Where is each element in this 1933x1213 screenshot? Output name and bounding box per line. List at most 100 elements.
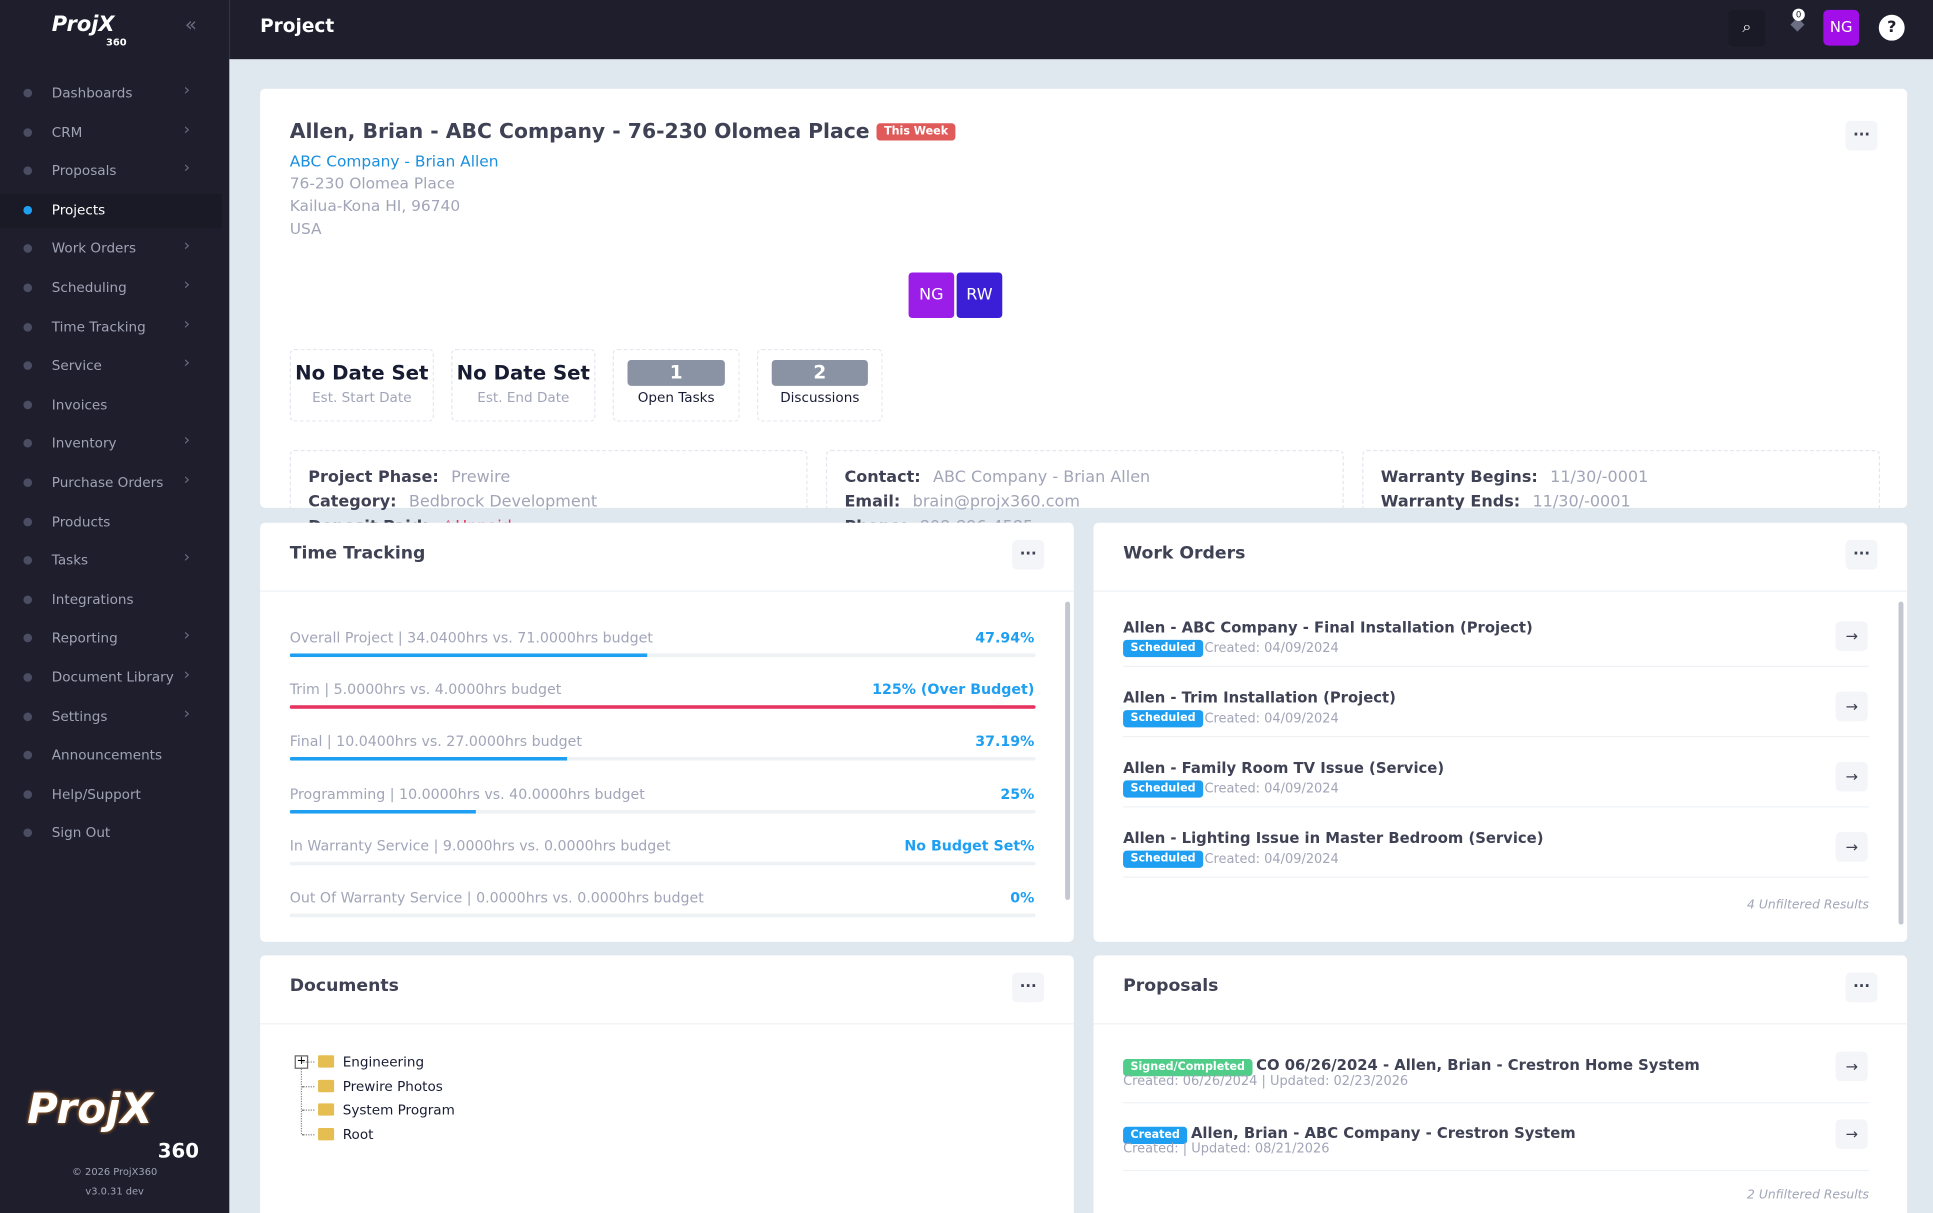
menu-label: Work Orders (51, 240, 137, 257)
menu-item[interactable]: Service › (0, 349, 222, 384)
open-button[interactable]: → (1835, 621, 1868, 651)
divider (1123, 665, 1869, 667)
menu-label: Projects (51, 201, 106, 218)
team-avatar[interactable]: NG (908, 272, 955, 319)
results-count: 2 Unfiltered Results (1747, 1188, 1869, 1202)
menu-button[interactable]: ··· (1012, 539, 1045, 570)
menu-item[interactable]: Sign Out (0, 817, 222, 852)
work-order-title[interactable]: Allen - Trim Installation (Project) (1123, 689, 1396, 707)
row-label: In Warranty Service | 9.0000hrs vs. 0.00… (289, 836, 671, 855)
address-line: USA (289, 218, 322, 238)
menu-item[interactable]: Projects (0, 193, 222, 228)
menu-item[interactable]: Tasks › (0, 544, 222, 579)
menu-item[interactable]: Time Tracking › (0, 310, 222, 345)
help[interactable]: ? (1878, 14, 1905, 41)
detail-value: brain@projx360.com (912, 493, 1080, 512)
menu-label: Document Library (51, 669, 174, 686)
menu-label: CRM (51, 124, 83, 141)
bullet (23, 556, 33, 565)
work-order-title[interactable]: Allen - Lighting Issue in Master Bedroom… (1123, 829, 1544, 847)
card-title: Documents (289, 976, 399, 997)
proposal-title[interactable]: Allen, Brian - ABC Company - Crestron Sy… (1190, 1124, 1576, 1142)
team-avatar[interactable]: RW (956, 272, 1003, 319)
progress-bar (289, 705, 1036, 710)
folder-name[interactable]: System Program (342, 1102, 455, 1119)
progress-bar (289, 757, 568, 762)
folder-name[interactable]: Prewire Photos (342, 1078, 443, 1095)
menu-label: Integrations (51, 591, 134, 608)
row-label: Programming | 10.0000hrs vs. 40.0000hrs … (289, 784, 645, 803)
bullet (23, 751, 33, 760)
folder-name[interactable]: Engineering (342, 1054, 425, 1071)
stat-box: No Date Set Est. End Date (451, 348, 596, 422)
bullet (23, 828, 33, 838)
folder-icon (318, 1055, 335, 1068)
menu-label: Invoices (51, 396, 108, 413)
divider (260, 590, 1074, 592)
search[interactable]: ⌕ (1728, 9, 1766, 47)
bullet (23, 478, 33, 487)
menu-button[interactable]: ··· (1012, 972, 1045, 1003)
created-date: Created: 04/09/2024 (1204, 781, 1339, 797)
progress-track (289, 913, 1036, 918)
proposal-title[interactable]: CO 06/26/2024 - Allen, Brian - Crestron … (1256, 1056, 1700, 1074)
menu-item[interactable]: Invoices (0, 388, 222, 423)
work-order-title[interactable]: Allen - ABC Company - Final Installation… (1123, 618, 1533, 637)
menu-button[interactable]: ··· (1845, 120, 1878, 151)
folder-name[interactable]: Root (342, 1126, 374, 1143)
stat-box: No Date Set Est. Start Date (289, 348, 434, 422)
menu-item[interactable]: Settings › (0, 700, 222, 735)
menu-item[interactable]: Proposals › (0, 154, 222, 189)
menu-item[interactable]: Help/Support (0, 778, 222, 813)
chevron: › (183, 81, 191, 100)
version: v3.0.31 dev (85, 1185, 144, 1198)
detail-value: 11/30/-0001 (1532, 493, 1631, 512)
row-label: Overall Project | 34.0400hrs vs. 71.0000… (289, 628, 653, 646)
status-badge: Scheduled (1123, 639, 1203, 658)
menu-label: Reporting (51, 630, 118, 647)
collapse[interactable]: « (184, 12, 197, 36)
menu-item[interactable]: Scheduling › (0, 271, 222, 306)
open-button[interactable]: → (1835, 832, 1868, 862)
menu-item[interactable]: Integrations (0, 583, 222, 618)
menu-item[interactable]: Inventory › (0, 427, 222, 462)
user-avatar[interactable]: NG (1823, 9, 1860, 46)
detail-row: Contact: ABC Company - Brian Allen (844, 468, 1150, 486)
topbar: Project ⌕ 0 NG ? (229, 0, 1933, 60)
open-button[interactable]: → (1835, 1051, 1868, 1082)
client-link[interactable]: ABC Company - Brian Allen (289, 151, 499, 171)
open-button[interactable]: → (1835, 1119, 1868, 1149)
menu-label: Time Tracking (51, 318, 146, 335)
open-button[interactable]: → (1835, 761, 1868, 792)
bullet (23, 244, 33, 254)
menu-button[interactable]: ··· (1845, 539, 1878, 570)
menu-label: Sign Out (51, 825, 111, 842)
work-orders-card: Work Orders ··· Allen - ABC Company - Fi… (1093, 522, 1908, 942)
progress-bar (289, 653, 648, 658)
status-badge: Scheduled (1123, 780, 1203, 798)
stat-label: Discussions (780, 389, 860, 406)
menu-item[interactable]: Reporting › (0, 622, 222, 657)
menu-item[interactable]: CRM › (0, 115, 222, 150)
menu-item[interactable]: Products (0, 505, 222, 540)
detail-row: Warranty Begins: 11/30/-0001 (1381, 468, 1649, 486)
divider (1123, 806, 1869, 808)
detail-label: Warranty Begins: (1380, 468, 1538, 487)
open-button[interactable]: → (1835, 691, 1868, 722)
folder-icon (318, 1127, 335, 1140)
menu-item[interactable]: Purchase Orders › (0, 466, 222, 501)
menu-item[interactable]: Document Library › (0, 661, 222, 696)
chevron: › (183, 120, 191, 139)
progress-bar (289, 809, 477, 814)
menu-item[interactable]: Dashboards › (0, 76, 222, 111)
work-order-title[interactable]: Allen - Family Room TV Issue (Service) (1123, 759, 1445, 777)
tree-line (300, 1062, 303, 1135)
chevron: › (183, 159, 191, 178)
progress-track (289, 757, 1036, 762)
menu-item[interactable]: Announcements (0, 739, 222, 774)
menu-item[interactable]: Work Orders › (0, 232, 222, 267)
menu-button[interactable]: ··· (1845, 972, 1878, 1003)
divider (1093, 590, 1908, 592)
stat-label: Est. Start Date (312, 389, 412, 406)
detail-value: ABC Company - Brian Allen (933, 468, 1151, 487)
